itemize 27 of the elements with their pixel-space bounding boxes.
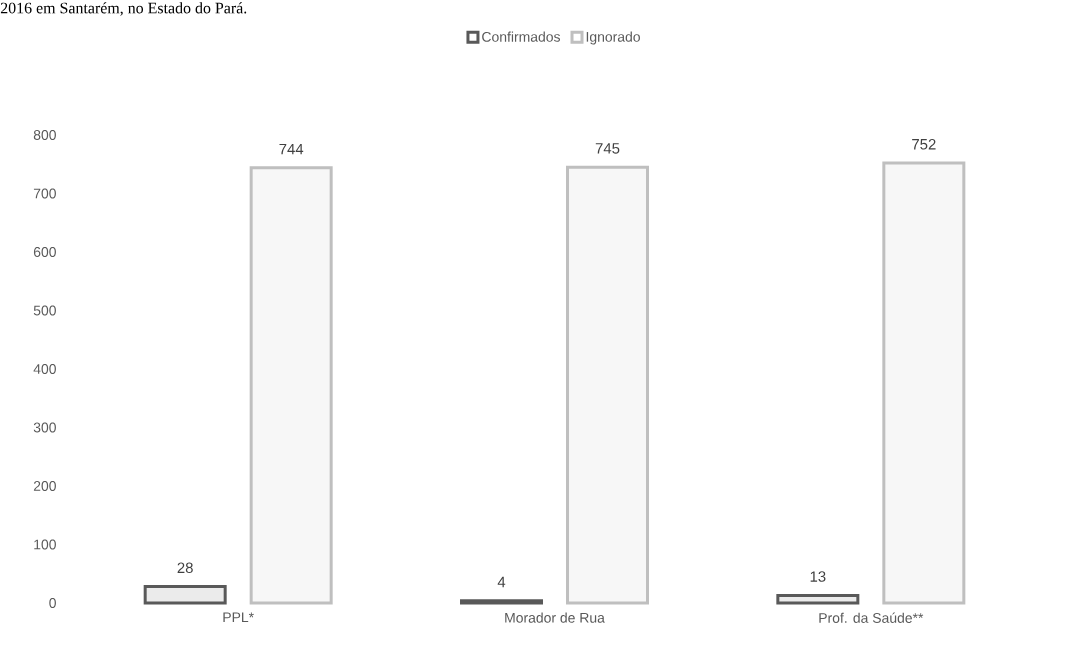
x-tick-label: Prof. da Saúde** bbox=[819, 612, 924, 623]
y-tick-label: 200 bbox=[33, 481, 56, 491]
y-tick-label: 800 bbox=[33, 130, 56, 140]
bar bbox=[566, 165, 650, 605]
y-tick-label: 700 bbox=[33, 188, 56, 199]
data-label: 4 bbox=[497, 576, 506, 588]
bar bbox=[882, 161, 966, 605]
legend-label: Confirmados bbox=[482, 31, 560, 42]
y-tick-label: 400 bbox=[33, 364, 56, 374]
bar bbox=[460, 599, 544, 605]
data-label: 744 bbox=[279, 143, 304, 155]
data-label: 13 bbox=[810, 571, 826, 582]
bar bbox=[776, 593, 860, 605]
data-label: 745 bbox=[595, 143, 620, 154]
bar bbox=[143, 585, 227, 605]
y-tick-label: 0 bbox=[49, 598, 56, 608]
y-tick-label: 300 bbox=[33, 422, 56, 433]
legend-label: Ignorado bbox=[586, 31, 640, 45]
y-tick-label: 100 bbox=[34, 539, 56, 550]
x-tick-label: Morador de Rua bbox=[505, 612, 605, 623]
data-label: 752 bbox=[912, 138, 936, 150]
y-tick-label: 500 bbox=[33, 305, 56, 316]
data-label: 28 bbox=[177, 562, 193, 574]
x-tick-label: PPL* bbox=[223, 612, 254, 623]
text: 2016 em Santarém, no Estado do Pará. bbox=[0, 2, 247, 16]
bar bbox=[249, 166, 333, 605]
y-tick-label: 600 bbox=[33, 247, 56, 257]
